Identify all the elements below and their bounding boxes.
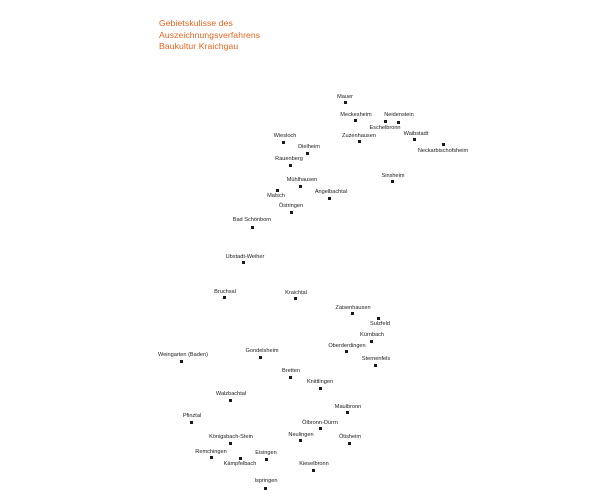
- place-marker: [347, 441, 351, 445]
- place-marker: [311, 468, 315, 472]
- place-label: Knittlingen: [306, 379, 334, 385]
- place-label: Königsbach-Stein: [209, 434, 253, 440]
- place-label: Pfinztal: [182, 413, 202, 419]
- place-marker: [373, 363, 377, 367]
- place-marker: [228, 441, 232, 445]
- place-marker: [369, 339, 373, 343]
- place-marker: [441, 142, 445, 146]
- place-marker: [288, 375, 292, 379]
- place-marker: [350, 311, 354, 315]
- place-marker: [357, 139, 361, 143]
- place-marker: [189, 420, 193, 424]
- place-marker: [293, 296, 297, 300]
- place-label: Zuzenhausen: [342, 133, 376, 139]
- place-label: Kürnbach: [360, 332, 384, 338]
- place-label: Gondelsheim: [245, 348, 279, 354]
- place-label: Angelbachtal: [314, 189, 348, 195]
- place-label: Waibstadt: [403, 131, 429, 137]
- place-label: Zaisenhausen: [335, 305, 371, 311]
- place-marker: [281, 140, 285, 144]
- place-marker: [305, 151, 309, 155]
- place-marker: [344, 349, 348, 353]
- place-marker: [275, 188, 279, 192]
- place-label: Neulingen: [288, 432, 314, 438]
- place-label: Walzbachtal: [215, 391, 247, 397]
- place-label: Neckarbischofsheim: [417, 148, 469, 154]
- place-marker: [383, 119, 387, 123]
- place-label: Dielheim: [298, 144, 320, 150]
- place-label: Sulzfeld: [370, 321, 390, 327]
- place-label: Remchingen: [195, 449, 227, 455]
- place-label: Bretten: [281, 368, 301, 374]
- place-label: Wiesloch: [273, 133, 297, 139]
- place-marker: [353, 118, 357, 122]
- place-marker: [241, 260, 245, 264]
- place-label: Malsch: [267, 193, 285, 199]
- place-marker: [209, 455, 213, 459]
- place-marker: [345, 410, 349, 414]
- place-marker: [318, 426, 322, 430]
- place-label: Ölbronn-Dürrn: [302, 420, 338, 426]
- place-label: Sinsheim: [381, 173, 405, 179]
- place-marker: [289, 210, 293, 214]
- place-label: Rauenberg: [275, 156, 303, 162]
- place-marker: [327, 196, 331, 200]
- place-label: Mühlhausen: [286, 177, 318, 183]
- place-label: Weingarten (Baden): [158, 352, 208, 358]
- place-label: Eisingen: [255, 450, 277, 456]
- place-label: Eschelbronn: [369, 125, 401, 131]
- place-label: Maulbronn: [334, 404, 362, 410]
- place-marker: [263, 486, 267, 490]
- place-marker: [250, 225, 254, 229]
- place-label: Sternenfels: [361, 356, 391, 362]
- place-label: Bruchsal: [214, 289, 236, 295]
- place-label: Kämpfelbach: [223, 461, 257, 467]
- place-marker: [343, 100, 347, 104]
- place-marker: [222, 295, 226, 299]
- place-label: Ispringen: [254, 478, 278, 484]
- place-label: Östringen: [278, 203, 304, 209]
- place-label: Mauer: [337, 94, 353, 100]
- place-marker: [228, 398, 232, 402]
- map-title-line: Baukultur Kraichgau: [159, 41, 239, 52]
- place-label: Ubstadt-Weiher: [225, 254, 265, 260]
- place-label: Oberderdingen: [328, 343, 366, 349]
- map-title-line: Gebietskulisse des: [159, 18, 233, 28]
- place-marker: [318, 386, 322, 390]
- place-marker: [264, 457, 268, 461]
- place-marker: [179, 359, 183, 363]
- place-marker: [390, 179, 394, 183]
- map-title-line: Auszeichnungsverfahrens: [159, 29, 261, 40]
- place-marker: [412, 137, 416, 141]
- place-label: Meckesheim: [340, 112, 372, 118]
- place-marker: [396, 120, 400, 124]
- place-label: Bad Schönborn: [232, 217, 272, 223]
- place-label: Neidenstein: [384, 112, 414, 118]
- place-marker: [376, 316, 380, 320]
- place-label: Kieselbronn: [299, 461, 329, 467]
- place-marker: [288, 163, 292, 167]
- place-label: Kraichtal: [285, 290, 307, 296]
- place-marker: [298, 438, 302, 442]
- place-label: Ötisheim: [338, 434, 362, 440]
- place-marker: [238, 456, 242, 460]
- place-marker: [298, 184, 302, 188]
- place-marker: [258, 355, 262, 359]
- map-title: Gebietskulisse des Auszeichnungsverfahren…: [159, 18, 260, 53]
